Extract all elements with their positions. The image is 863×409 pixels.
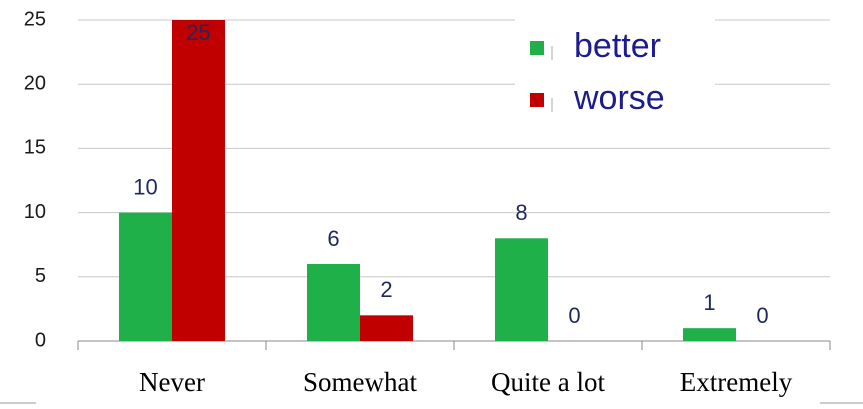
bar [119,212,172,341]
legend-label: better [574,27,661,65]
y-tick-label: 5 [35,265,46,287]
x-tick-label: Quite a lot [491,367,605,397]
y-tick-label: 10 [24,201,46,223]
y-tick-label: 15 [24,137,46,159]
legend-swatch [530,41,544,55]
x-tick-label: Extremely [680,367,793,397]
y-tick-label: 20 [24,72,46,94]
bar [172,20,225,341]
value-label: 25 [186,20,210,45]
y-tick-label: 0 [35,329,46,351]
y-tick-label: 25 [24,8,46,30]
bar [495,238,548,341]
legend-box [515,14,715,124]
value-label: 0 [756,303,768,328]
bar [360,315,413,341]
value-label: 10 [133,174,157,199]
value-label: 6 [327,226,339,251]
value-label: 1 [703,290,715,315]
value-label: 2 [380,277,392,302]
value-label: 0 [568,303,580,328]
value-label: 8 [515,200,527,225]
legend-label: worse [573,79,665,117]
bar [683,328,736,341]
x-tick-label: Never [139,367,205,397]
bar [307,263,360,341]
x-tick-label: Somewhat [303,367,417,397]
legend-swatch [530,93,544,107]
